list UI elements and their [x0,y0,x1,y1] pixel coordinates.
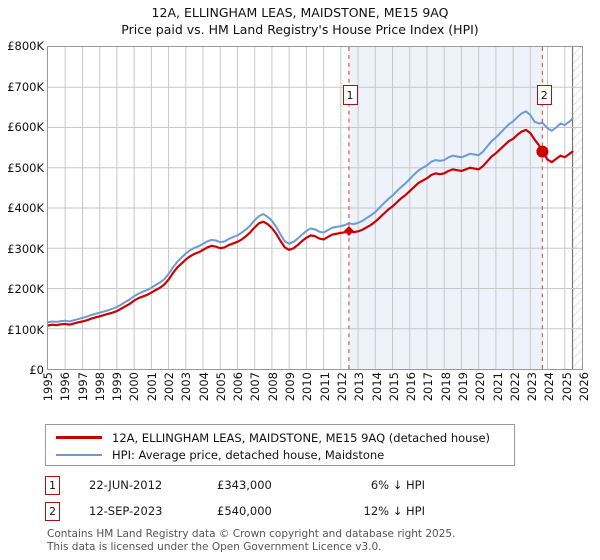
x-tick-label: 2016 [404,372,419,402]
y-axis-labels: £0 £100K £200K £300K £400K £500K £600K £700K £80… [0,39,44,377]
x-axis-labels: 1995 1996 1997 1998 1999 2000 2001 2002 2003 2004… [41,372,591,420]
y-tick-label: £100K [7,322,44,337]
x-tick-label: 2021 [490,372,505,402]
y-tick-label: £800K [7,39,44,53]
x-tick-label: 2011 [317,372,332,402]
sale-delta-2: 12% ↓ HPI [363,504,425,518]
x-tick-label: 2009 [283,372,298,402]
sale-badge-2: 2 [45,501,60,521]
x-tick-label: 2000 [127,372,142,402]
x-tick-label: 1996 [58,372,73,402]
legend-label-property: 12A, ELLINGHAM LEAS, MAIDSTONE, ME15 9AQ… [112,430,491,445]
x-tick-label: 2017 [421,372,436,402]
x-tick-label: 1999 [110,372,125,402]
y-tick-label: £200K [7,282,44,296]
x-tick-label: 2024 [542,372,557,402]
y-tick-label: £700K [7,79,44,94]
sale-date-1: 22-JUN-2012 [89,478,163,492]
legend-label-hpi: HPI: Average price, detached house, Maid… [112,447,385,462]
legend-swatch-property [56,436,102,439]
legend-swatch-hpi [56,453,102,456]
x-tick-label: 1998 [92,372,107,402]
y-tick-label: £500K [7,160,44,175]
x-tick-label: 2023 [525,372,540,402]
gridlines [48,47,582,369]
sale-delta-1: 6% ↓ HPI [370,478,425,492]
x-tick-label: 1997 [75,372,90,402]
x-tick-label: 1995 [41,372,55,402]
x-tick-label: 2013 [352,372,367,402]
annotation-flag-2: 2 [536,85,552,105]
x-tick-label: 2003 [179,372,194,402]
x-tick-label: 2006 [231,372,246,402]
annotation-flag-1: 1 [342,85,358,105]
sale-price-1: £343,000 [217,478,272,492]
x-tick-label: 2018 [438,372,453,402]
x-tick-label: 2014 [369,372,384,402]
legend-item-property: 12A, ELLINGHAM LEAS, MAIDSTONE, ME15 9AQ… [46,429,514,446]
x-tick-label: 2007 [248,372,263,402]
footer-line-2: This data is licensed under the Open Gov… [47,540,382,553]
x-tick-label: 2015 [386,372,401,402]
y-tick-label: £400K [7,201,44,215]
x-tick-label: 2022 [507,372,522,402]
data-series [48,110,574,327]
x-tick-label: 2020 [473,372,488,402]
x-tick-label: 2002 [162,372,177,402]
x-tick-label: 2004 [196,372,211,402]
table-row: 2 12-SEP-2023 £540,000 12% ↓ HPI [45,498,525,524]
x-tick-label: 2001 [144,372,159,402]
sale-badge-1: 1 [45,475,60,495]
x-tick-label: 2019 [455,372,470,402]
y-tick-label: £300K [7,241,44,256]
x-tick-label: 2008 [265,372,280,402]
y-tick-label: £0 [29,363,44,377]
sale-price-2: £540,000 [217,504,272,518]
sales-table: 1 22-JUN-2012 £343,000 6% ↓ HPI 2 12-SEP… [45,472,525,524]
legend-item-hpi: HPI: Average price, detached house, Maid… [46,446,514,463]
footer-line-1: Contains HM Land Registry data © Crown c… [47,528,456,540]
x-tick-label: 2025 [559,372,574,402]
sale-date-2: 12-SEP-2023 [89,504,163,518]
footer-attribution: Contains HM Land Registry data © Crown c… [47,528,587,553]
page-title: 12A, ELLINGHAM LEAS, MAIDSTONE, ME15 9AQ… [0,4,600,38]
chart-legend: 12A, ELLINGHAM LEAS, MAIDSTONE, ME15 9AQ… [45,424,515,466]
title-subtitle: Price paid vs. HM Land Registry's House … [121,22,479,37]
x-tick-label: 2005 [213,372,228,402]
table-row: 1 22-JUN-2012 £343,000 6% ↓ HPI [45,472,525,498]
y-tick-label: £600K [7,120,44,134]
title-address: 12A, ELLINGHAM LEAS, MAIDSTONE, ME15 9AQ [151,5,449,20]
x-tick-label: 2012 [334,372,349,402]
x-tick-label: 2010 [300,372,315,402]
x-tick-label: 2026 [577,372,591,402]
sale-markers [343,47,549,369]
